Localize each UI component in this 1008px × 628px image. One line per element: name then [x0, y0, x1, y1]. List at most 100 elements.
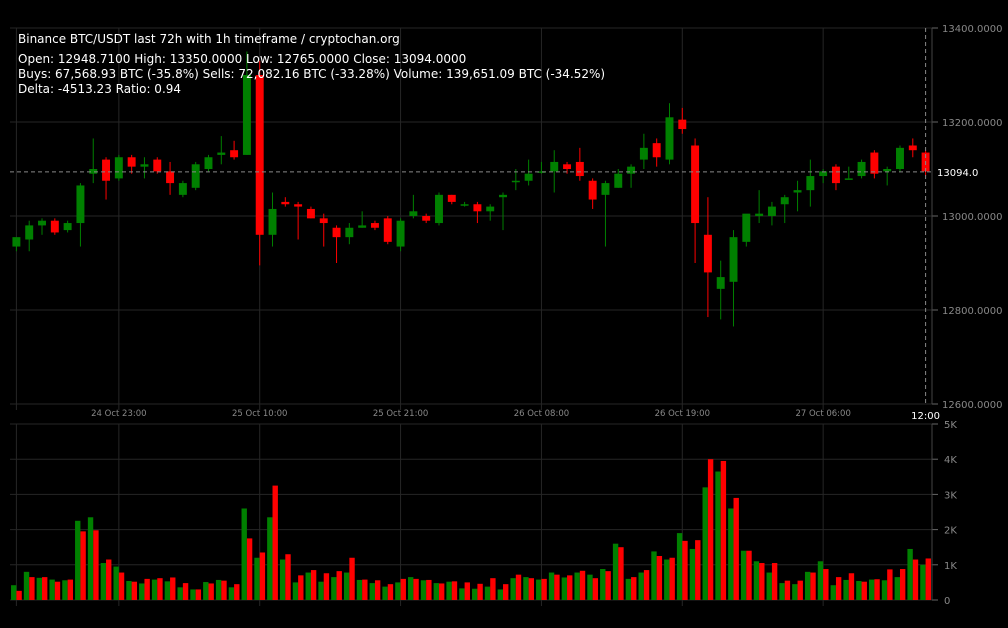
- sell-volume-bar: [16, 590, 22, 600]
- candle-body: [755, 213, 764, 216]
- sell-volume-bar: [490, 578, 496, 600]
- sell-volume-bar: [387, 584, 394, 600]
- sell-volume-bar: [669, 557, 675, 600]
- sell-volume-bar: [912, 559, 919, 600]
- sell-volume-bar: [887, 569, 893, 600]
- sell-volume-bar: [259, 552, 266, 600]
- sell-volume-bar: [310, 570, 317, 600]
- buy-volume-bar: [151, 579, 158, 600]
- buy-volume-bar: [267, 517, 273, 600]
- last-time-label: 12:00: [911, 411, 940, 422]
- buy-volume-bar: [612, 543, 619, 600]
- buy-volume-bar: [23, 571, 30, 600]
- buy-volume-bar: [638, 572, 644, 600]
- buy-volume-bar: [126, 580, 132, 600]
- candle-body: [486, 206, 495, 212]
- buy-volume-bar: [881, 580, 888, 600]
- sell-volume-bar: [131, 581, 138, 600]
- candle-body: [652, 143, 661, 158]
- ohlc-summary: Open: 12948.7100 High: 13350.0000 Low: 1…: [18, 52, 467, 66]
- chart-title: Binance BTC/USDT last 72h with 1h timefr…: [18, 32, 400, 46]
- sell-volume-bar: [208, 583, 214, 600]
- price-tick-label: 12800.0000: [942, 306, 1002, 317]
- candle-body: [140, 164, 149, 167]
- candle-body: [550, 161, 559, 172]
- buy-volume-bar: [868, 579, 875, 600]
- candle-body: [178, 183, 187, 195]
- sell-volume-bar: [426, 579, 432, 600]
- candle-body: [191, 164, 200, 188]
- sell-volume-bar: [631, 577, 637, 600]
- candle-body: [294, 204, 303, 207]
- buy-volume-bar: [11, 585, 17, 600]
- buy-volume-bar: [894, 577, 900, 600]
- sell-volume-bar: [656, 556, 663, 600]
- candle-body: [166, 171, 175, 184]
- candle-body: [563, 164, 572, 169]
- sell-volume-bar: [899, 569, 906, 600]
- sell-volume-bar: [503, 584, 509, 600]
- candle-body: [716, 277, 725, 289]
- volume-tick-label: 5K: [944, 420, 957, 431]
- sell-volume-bar: [579, 570, 586, 600]
- buy-volume-bar: [587, 574, 593, 600]
- sell-volume-bar: [605, 571, 611, 600]
- candle-body: [729, 237, 738, 282]
- sell-volume-bar: [298, 575, 304, 600]
- sell-volume-bar: [643, 570, 650, 600]
- sell-volume-bar: [374, 580, 381, 600]
- buy-volume-bar: [523, 577, 529, 600]
- candle-body: [844, 178, 853, 180]
- sell-volume-bar: [810, 572, 816, 600]
- sell-volume-bar: [438, 583, 445, 600]
- sell-volume-bar: [861, 581, 867, 600]
- sell-volume-bar: [848, 573, 855, 600]
- candle-body: [896, 147, 904, 169]
- sell-volume-bar: [285, 554, 291, 600]
- buy-volume-bar: [113, 566, 119, 600]
- buy-volume-bar: [203, 582, 209, 600]
- sell-volume-bar: [554, 574, 560, 600]
- candle-body: [857, 161, 866, 177]
- candle-body: [703, 234, 712, 273]
- time-tick-label: 25 Oct 21:00: [373, 409, 428, 419]
- buy-volume-bar: [228, 587, 235, 600]
- candle-body: [499, 194, 507, 198]
- buy-volume-bar: [625, 578, 632, 600]
- volume-tick-label: 2K: [944, 526, 957, 537]
- candle-body: [524, 173, 533, 181]
- delta-ratio-summary: Delta: -4513.23 Ratio: 0.94: [18, 82, 182, 96]
- candle-body: [473, 204, 482, 212]
- buy-volume-bar: [536, 579, 542, 600]
- buy-volume-bar: [407, 577, 414, 600]
- candle-body: [63, 223, 72, 231]
- candle-body: [114, 157, 123, 179]
- candle-body: [153, 159, 162, 172]
- sell-volume-bar: [451, 581, 458, 600]
- buy-volume-bar: [177, 587, 183, 600]
- buy-volume-bar: [702, 487, 708, 600]
- candle-body: [76, 185, 85, 224]
- sell-volume-bar: [477, 583, 483, 600]
- buy-volume-bar: [395, 582, 401, 600]
- buy-volume-bar: [459, 588, 465, 600]
- buy-volume-bar: [241, 508, 247, 600]
- candle-body: [639, 147, 648, 160]
- candle-body: [12, 237, 21, 247]
- candle-body: [627, 166, 636, 174]
- sell-volume-bar: [272, 485, 278, 600]
- candle-body: [883, 169, 892, 172]
- buy-volume-bar: [382, 586, 388, 600]
- buy-volume-bar: [651, 551, 657, 600]
- candle-body: [780, 197, 789, 205]
- candle-body: [38, 220, 46, 226]
- sell-volume-bar: [246, 538, 253, 600]
- buy-volume-bar: [420, 580, 427, 600]
- buy-volume-bar: [343, 572, 350, 600]
- sell-volume-bar: [823, 569, 829, 600]
- candle-body: [575, 161, 584, 177]
- buy-volume-bar: [36, 577, 43, 600]
- buy-volume-bar: [215, 579, 222, 600]
- sell-volume-bar: [746, 550, 752, 600]
- candle-body: [831, 166, 840, 184]
